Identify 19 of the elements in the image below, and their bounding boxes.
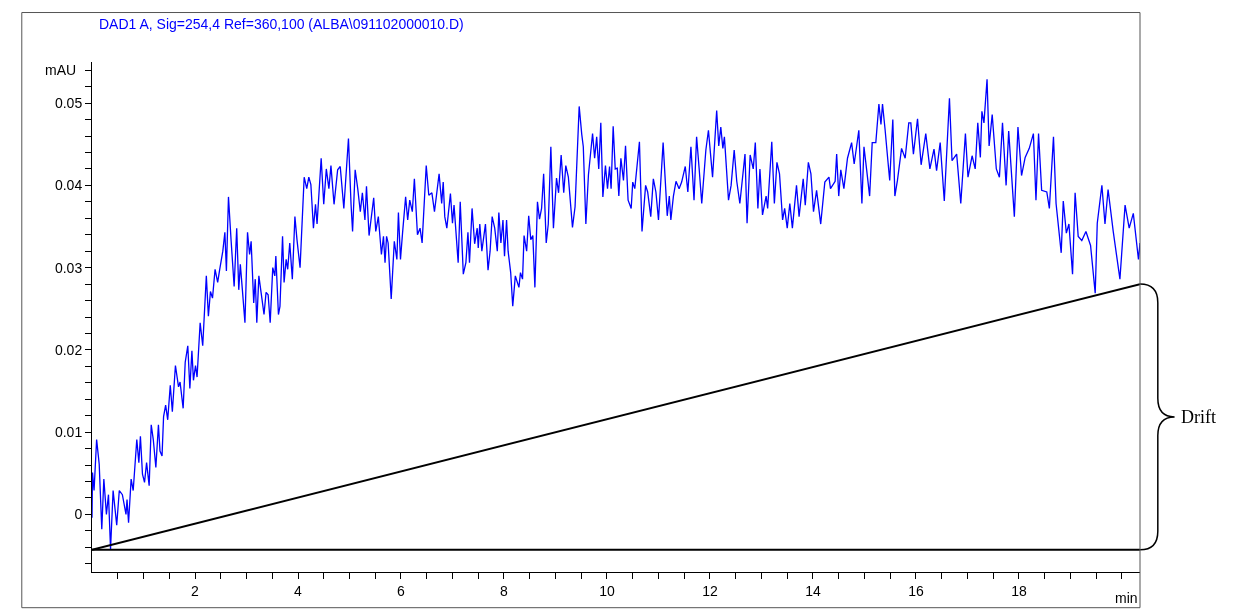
y-tick-label: 0.04 [54,177,83,194]
x-tick-label: 14 [805,582,821,599]
x-axis-title: min [1115,590,1138,606]
y-tick-label: 0.02 [54,341,83,358]
x-tick-label: 16 [908,582,924,599]
x-tick-label: 18 [1011,582,1027,599]
x-tick-label: 8 [500,582,509,599]
x-tick-label: 6 [397,582,406,599]
y-tick-label: 0.01 [54,424,83,441]
y-tick-label: 0.05 [54,95,83,112]
x-tick-label: 10 [599,582,615,599]
y-tick-label: 0.03 [54,259,83,276]
y-axis-title: mAU [45,62,77,78]
y-tick-label: 0 [74,506,83,523]
x-tick-label: 12 [702,582,718,599]
chart-title: DAD1 A, Sig=254,4 Ref=360,100 (ALBA\091102000010.D) [99,16,464,32]
text: Drift [1181,407,1216,427]
x-tick-label: 4 [294,582,303,599]
x-tick-label: 2 [191,582,200,599]
